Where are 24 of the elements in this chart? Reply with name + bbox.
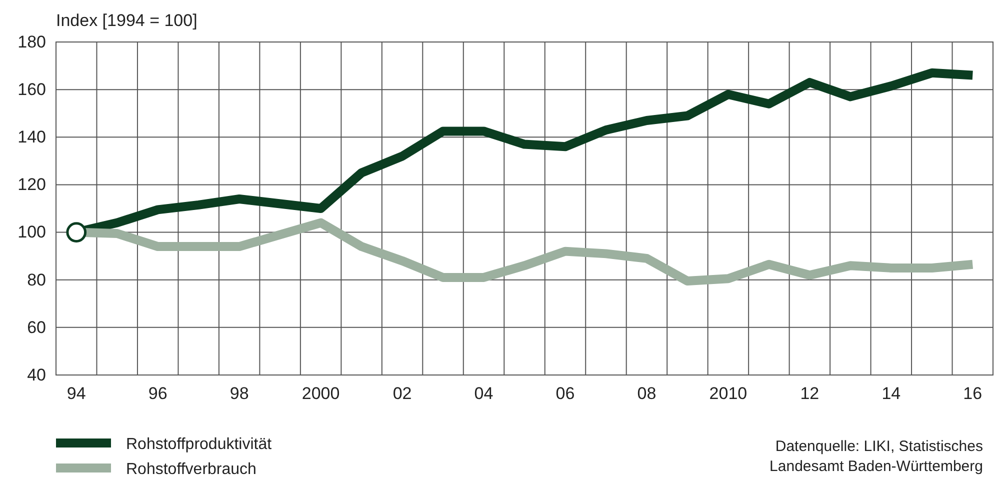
x-tick-label: 04: [474, 384, 494, 404]
y-tick-label: 40: [27, 365, 46, 384]
text: Datenquelle: LIKI, Statistisches Landesamt Baden-Württemberg: [770, 438, 983, 475]
x-tick-label: 16: [963, 384, 982, 404]
y-tick-label: 180: [18, 32, 46, 52]
x-tick-label: 96: [148, 384, 168, 404]
x-tick-label: 14: [882, 384, 901, 404]
y-tick-label: 120: [18, 175, 46, 194]
y-tick-label: 160: [18, 80, 46, 100]
y-tick-label: 100: [18, 222, 46, 242]
x-tick-label: 08: [637, 384, 656, 404]
x-tick-label: 2000: [302, 384, 340, 404]
x-tick-label: 98: [230, 384, 249, 404]
legend-label: Rohstoffproduktivität: [126, 436, 272, 453]
y-axis-title: Index [1994 = 100]: [56, 11, 198, 30]
x-tick-label: 2010: [709, 384, 748, 404]
x-tick-label: 12: [800, 384, 820, 404]
x-tick-label: 06: [556, 384, 575, 404]
legend-label: Rohstoffverbrauch: [126, 461, 256, 478]
x-tick-label: 02: [392, 384, 412, 404]
x-tick-label: 94: [66, 384, 86, 404]
y-tick-label: 140: [18, 128, 46, 147]
y-tick-label: 60: [27, 318, 46, 337]
y-tick-label: 80: [27, 270, 46, 290]
